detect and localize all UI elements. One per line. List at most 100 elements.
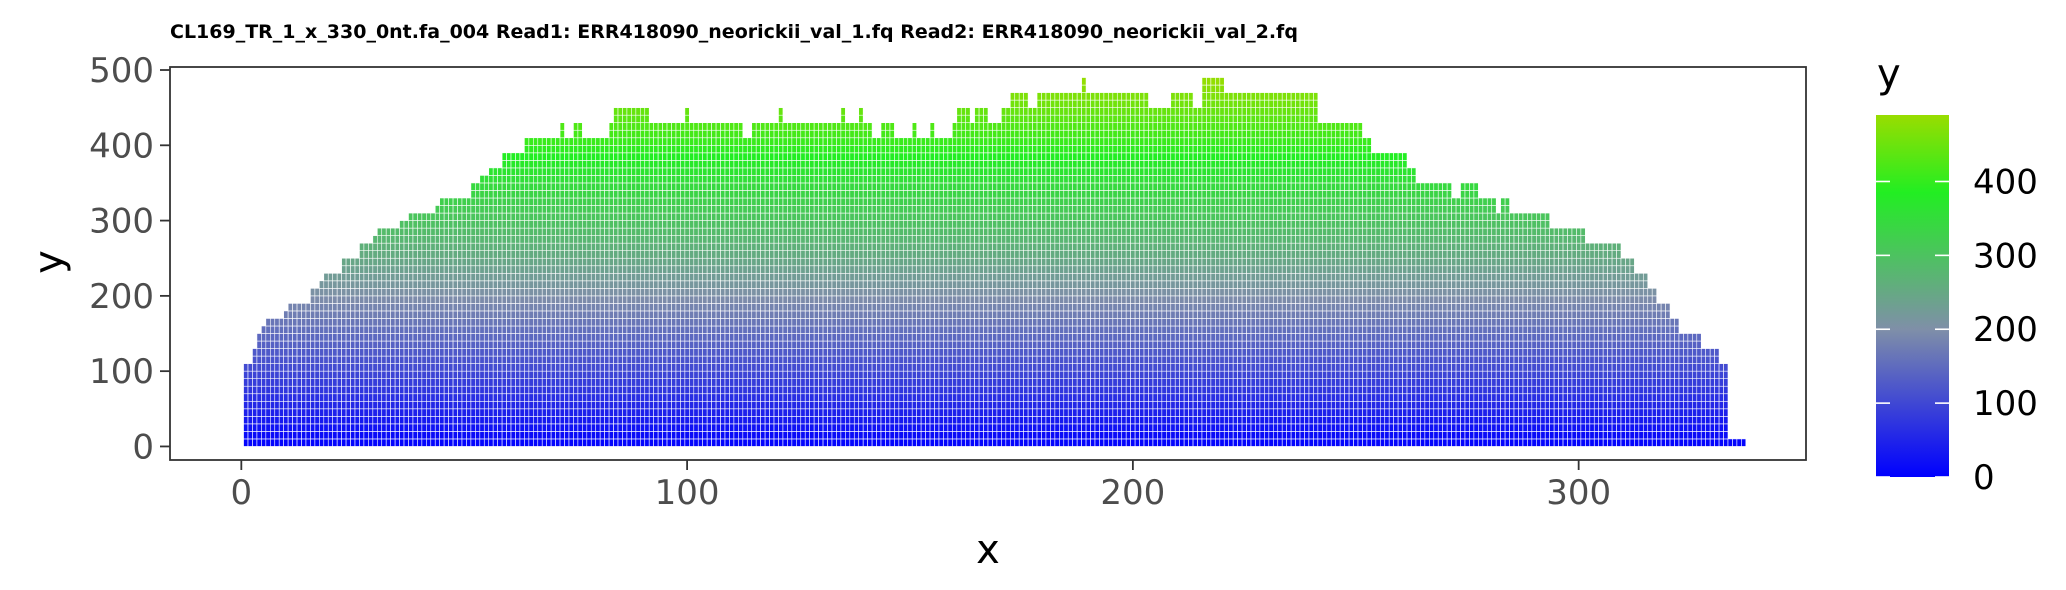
bar xyxy=(247,363,253,447)
bar-cell xyxy=(363,385,369,395)
bar-cell xyxy=(385,333,391,342)
bar-cell xyxy=(265,438,271,447)
bar-cell xyxy=(751,152,757,161)
bar-cell xyxy=(314,385,320,395)
bar-cell xyxy=(461,325,467,334)
bar-cell xyxy=(809,280,815,289)
bar-cell xyxy=(483,205,490,214)
bar-cell xyxy=(706,205,712,214)
bar-cell xyxy=(332,416,338,425)
bar-cell xyxy=(470,212,476,221)
bar-cell xyxy=(778,197,784,206)
bar-cell xyxy=(430,310,436,319)
bar-cell xyxy=(390,265,396,274)
bar-cell xyxy=(354,423,360,432)
bar-cell xyxy=(510,408,516,417)
bar-cell xyxy=(345,363,351,372)
bar xyxy=(724,122,730,447)
bar-cell xyxy=(501,378,507,387)
bar-cell xyxy=(452,272,458,282)
bar-cell xyxy=(729,160,735,169)
bar-cell xyxy=(831,340,837,349)
bar xyxy=(537,137,543,447)
bar-cell xyxy=(675,340,681,349)
bar-cell xyxy=(604,280,610,289)
bar-cell xyxy=(608,408,614,417)
bar-cell xyxy=(301,370,307,379)
bar-cell xyxy=(568,416,574,425)
bar-cell xyxy=(809,318,815,327)
bar-cell xyxy=(515,333,521,342)
bar-cell xyxy=(773,280,779,289)
bar-cell xyxy=(310,393,316,402)
bar-cell xyxy=(702,303,708,312)
bar-cell xyxy=(608,160,614,169)
bar-cell xyxy=(345,385,351,395)
bar-cell xyxy=(488,431,494,440)
bar-cell xyxy=(269,355,276,364)
bar-cell xyxy=(751,205,757,214)
bar-cell xyxy=(457,325,463,334)
bar-cell xyxy=(537,438,543,447)
bar-cell xyxy=(791,333,797,342)
bar-cell xyxy=(778,160,784,169)
bar-cell xyxy=(653,122,659,131)
bar-cell xyxy=(653,393,659,402)
bar-cell xyxy=(711,378,717,387)
bar-cell xyxy=(693,325,699,334)
bar-cell xyxy=(559,265,565,274)
bar-cell xyxy=(265,355,271,364)
bar-cell xyxy=(697,212,704,221)
bar-cell xyxy=(568,400,574,410)
bar-cell xyxy=(403,295,409,304)
bar-cell xyxy=(506,400,512,410)
bar-cell xyxy=(470,385,476,395)
bar-cell xyxy=(305,400,311,410)
bar-cell xyxy=(849,333,855,342)
bar-cell xyxy=(644,400,650,410)
bar-cell xyxy=(684,107,690,116)
bar-cell xyxy=(729,122,735,131)
bar-cell xyxy=(738,175,744,184)
bar-cell xyxy=(457,288,463,297)
bar-cell xyxy=(573,348,579,357)
bar-cell xyxy=(408,310,414,319)
bar-cell xyxy=(822,318,828,327)
bar-cell xyxy=(443,408,449,417)
bar-cell xyxy=(434,272,440,282)
bar-cell xyxy=(653,212,659,221)
bar-cell xyxy=(488,182,494,191)
bar-cell xyxy=(755,205,761,214)
bar-cell xyxy=(555,423,561,432)
bar-cell xyxy=(689,190,695,199)
bar-cell xyxy=(595,197,601,206)
bar-cell xyxy=(631,197,637,206)
bar-cell xyxy=(515,227,521,236)
bar-cell xyxy=(746,265,753,274)
bar-cell xyxy=(831,242,837,251)
bar-cell xyxy=(644,212,650,221)
bar-cell xyxy=(671,370,677,379)
bar-cell xyxy=(528,205,534,214)
bar-cell xyxy=(461,250,467,259)
bar-cell xyxy=(457,197,463,206)
bar-cell xyxy=(564,257,570,267)
bar-cell xyxy=(403,348,409,357)
bar-cell xyxy=(764,272,770,282)
bar-cell xyxy=(715,393,721,402)
bar-cell xyxy=(657,408,663,417)
bar-cell xyxy=(582,408,588,417)
bar-cell xyxy=(390,257,396,267)
bar-cell xyxy=(840,272,846,282)
bar-cell xyxy=(564,288,570,297)
bar-cell xyxy=(533,242,539,251)
bar-cell xyxy=(666,190,672,199)
bar-cell xyxy=(769,363,775,372)
bar-cell xyxy=(573,416,579,425)
bar-cell xyxy=(666,129,672,139)
bar-cell xyxy=(359,318,365,327)
bar-cell xyxy=(720,431,726,440)
bar-cell xyxy=(657,333,663,342)
bar-cell xyxy=(443,333,449,342)
bar-cell xyxy=(403,431,409,440)
